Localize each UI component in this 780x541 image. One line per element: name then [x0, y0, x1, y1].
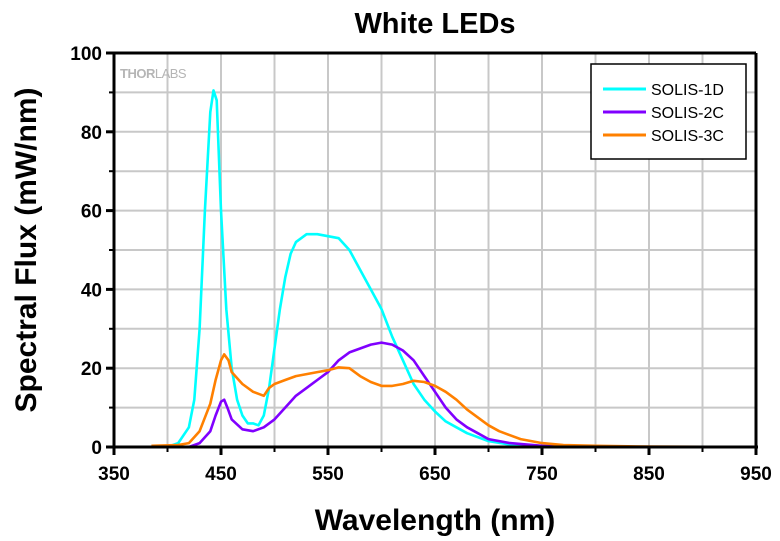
x-tick-label: 650 — [419, 464, 451, 485]
x-axis-label: Wavelength (nm) — [315, 504, 556, 537]
legend: SOLIS-1D SOLIS-2C SOLIS-3C — [590, 63, 747, 160]
x-tick-label: 350 — [98, 464, 130, 485]
y-tick-label: 60 — [81, 202, 102, 223]
thorlabs-watermark: THORLABS — [120, 66, 187, 81]
ticks: 350 450 550 650 750 850 950 0 20 40 60 80 100 — [70, 44, 772, 485]
series-line-solis-1d — [151, 89, 756, 449]
series-group — [151, 89, 757, 449]
legend-label-solis-1d: SOLIS-1D — [651, 82, 724, 99]
y-tick-label: 40 — [81, 280, 102, 301]
y-tick-label: 100 — [70, 44, 102, 65]
legend-label-solis-3c: SOLIS-3C — [651, 128, 724, 145]
series-line-solis-2c — [167, 341, 756, 449]
chart-title: White LEDs — [354, 8, 515, 40]
x-tick-label: 850 — [633, 464, 665, 485]
x-tick-label: 450 — [205, 464, 237, 485]
y-tick-label: 20 — [81, 359, 102, 380]
y-tick-label: 80 — [81, 123, 102, 144]
y-axis-label: Spectral Flux (mW/nm) — [10, 87, 43, 412]
y-tick-label: 0 — [91, 438, 102, 459]
legend-label-solis-2c: SOLIS-2C — [651, 105, 724, 122]
watermark-left: THOR — [120, 66, 156, 81]
x-tick-label: 550 — [312, 464, 344, 485]
x-tick-label: 750 — [526, 464, 558, 485]
watermark-right: LABS — [155, 66, 187, 81]
x-tick-label: 950 — [740, 464, 772, 485]
series-line-solis-3c — [151, 353, 757, 449]
